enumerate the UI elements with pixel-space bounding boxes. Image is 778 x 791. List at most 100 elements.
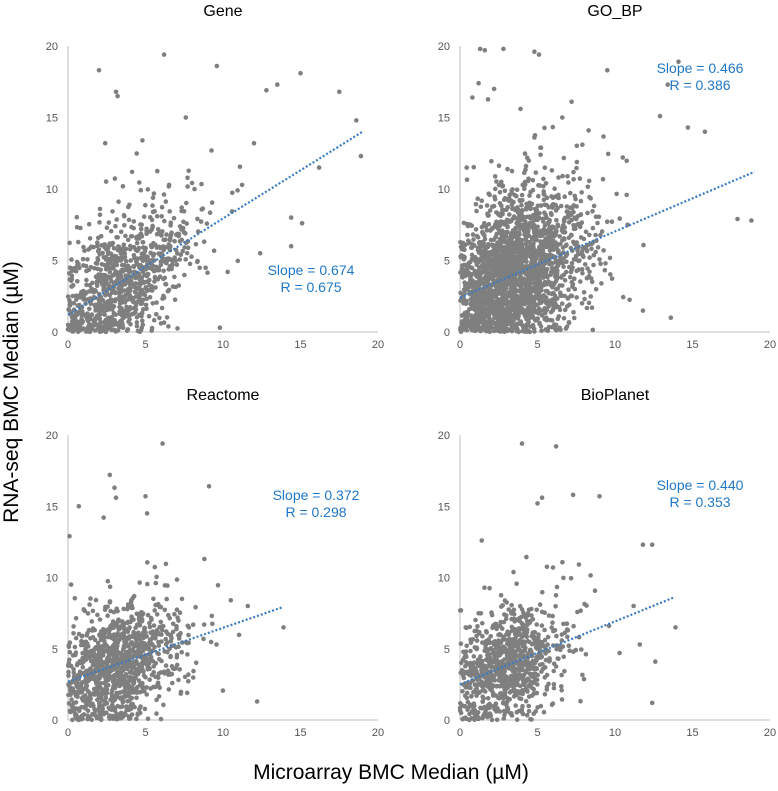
data-point bbox=[578, 251, 584, 257]
data-point bbox=[461, 324, 466, 330]
data-point bbox=[165, 245, 170, 250]
data-point bbox=[527, 683, 533, 689]
data-point bbox=[150, 301, 156, 306]
data-point bbox=[177, 610, 183, 615]
data-point bbox=[172, 666, 177, 672]
data-point bbox=[145, 271, 150, 277]
data-point bbox=[161, 702, 166, 708]
data-point bbox=[560, 559, 565, 565]
data-point bbox=[87, 690, 93, 696]
data-point bbox=[201, 239, 207, 244]
data-point bbox=[544, 315, 549, 321]
data-point bbox=[500, 183, 505, 188]
data-point bbox=[91, 686, 97, 692]
trend-line bbox=[67, 130, 364, 316]
data-point bbox=[542, 665, 548, 670]
data-point bbox=[163, 561, 169, 567]
data-point bbox=[134, 240, 140, 246]
data-point bbox=[514, 717, 520, 722]
data-point bbox=[154, 300, 159, 305]
data-point bbox=[522, 301, 527, 307]
data-point bbox=[559, 638, 565, 643]
data-point bbox=[514, 220, 519, 226]
data-point bbox=[126, 636, 132, 641]
data-point bbox=[567, 302, 572, 308]
data-point bbox=[576, 221, 581, 227]
data-point bbox=[172, 297, 178, 303]
data-point bbox=[539, 328, 544, 334]
data-point bbox=[67, 308, 72, 313]
data-point bbox=[120, 322, 125, 327]
data-point bbox=[547, 317, 553, 323]
data-point bbox=[150, 203, 155, 208]
data-point bbox=[112, 176, 118, 181]
data-point bbox=[75, 689, 80, 695]
data-point bbox=[547, 252, 553, 258]
data-point bbox=[156, 601, 161, 607]
data-point bbox=[518, 106, 523, 112]
data-point bbox=[586, 274, 592, 279]
data-point bbox=[498, 619, 504, 625]
data-point bbox=[139, 222, 144, 227]
data-point bbox=[105, 676, 111, 681]
data-point bbox=[464, 643, 470, 649]
data-point bbox=[488, 646, 494, 651]
data-point bbox=[561, 654, 566, 660]
y-tick-label: 5 bbox=[444, 644, 450, 656]
data-point bbox=[78, 642, 84, 648]
data-point bbox=[140, 240, 146, 245]
data-point bbox=[481, 244, 487, 249]
data-point bbox=[554, 646, 559, 652]
data-point bbox=[105, 659, 110, 665]
data-point bbox=[88, 596, 93, 601]
data-point bbox=[521, 280, 526, 285]
data-point bbox=[559, 697, 565, 702]
data-point bbox=[79, 680, 85, 685]
data-point bbox=[519, 264, 524, 270]
data-point bbox=[113, 641, 118, 647]
data-point bbox=[100, 653, 106, 658]
data-point bbox=[163, 629, 169, 634]
data-point bbox=[137, 277, 143, 283]
data-point bbox=[524, 278, 530, 283]
data-point bbox=[214, 642, 219, 647]
data-point bbox=[121, 631, 126, 636]
data-point bbox=[174, 662, 180, 668]
data-point bbox=[71, 300, 77, 306]
data-point bbox=[481, 265, 486, 271]
data-point bbox=[101, 285, 107, 291]
data-point bbox=[129, 614, 134, 619]
data-point bbox=[589, 305, 595, 311]
data-point bbox=[126, 626, 132, 631]
data-point bbox=[521, 253, 526, 258]
data-point bbox=[464, 267, 470, 272]
data-point bbox=[93, 597, 99, 603]
y-tick-label: 15 bbox=[46, 113, 58, 125]
data-point bbox=[107, 261, 112, 266]
data-point bbox=[522, 179, 528, 185]
data-point bbox=[152, 564, 158, 570]
x-tick-label: 20 bbox=[764, 727, 776, 739]
data-point bbox=[479, 306, 484, 312]
data-point bbox=[553, 326, 558, 332]
data-point bbox=[179, 208, 184, 214]
data-point bbox=[162, 607, 168, 613]
data-point bbox=[168, 236, 173, 241]
data-point bbox=[136, 616, 142, 622]
data-point bbox=[159, 204, 165, 210]
y-tick-label: 0 bbox=[52, 715, 58, 727]
data-point bbox=[187, 261, 193, 267]
data-point bbox=[570, 265, 575, 270]
data-point bbox=[164, 315, 170, 320]
data-point bbox=[113, 262, 118, 268]
data-point bbox=[165, 257, 171, 263]
data-point bbox=[466, 260, 472, 266]
data-point bbox=[519, 237, 525, 243]
data-point bbox=[158, 231, 164, 236]
data-point bbox=[169, 263, 175, 269]
data-point bbox=[470, 95, 475, 100]
data-point bbox=[68, 582, 74, 587]
data-point bbox=[487, 318, 493, 323]
data-point bbox=[588, 573, 593, 578]
